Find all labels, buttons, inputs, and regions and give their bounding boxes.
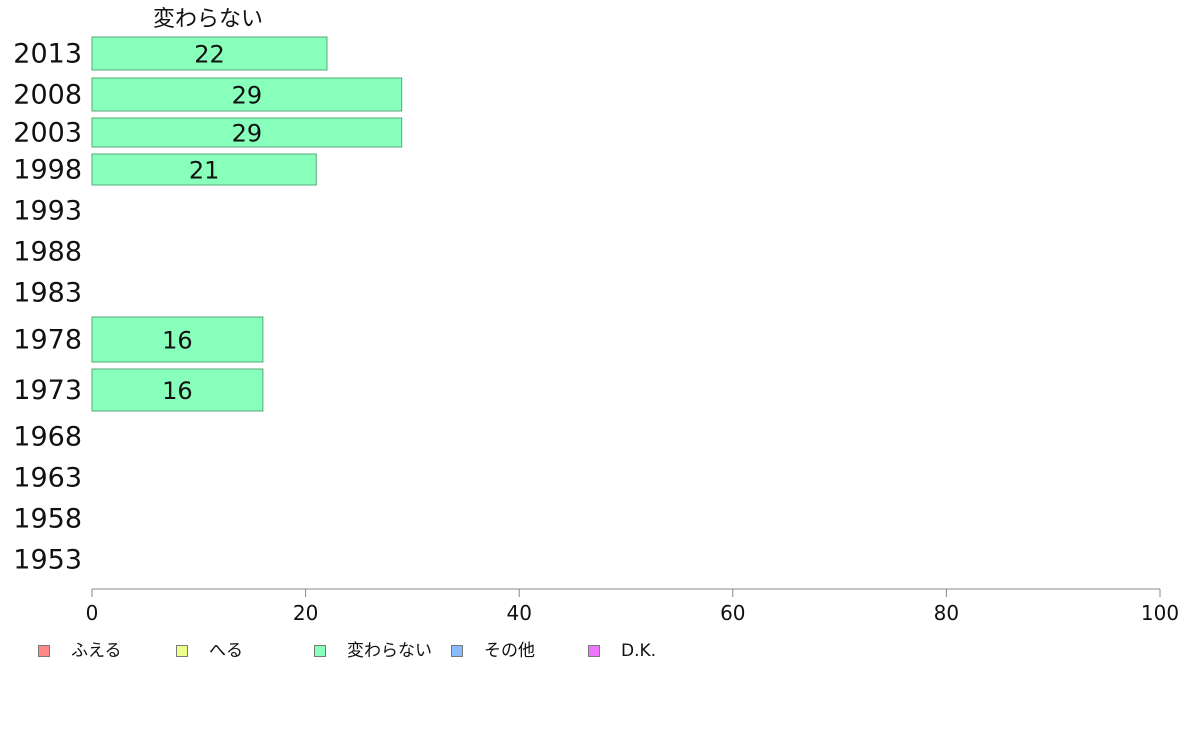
- bar: [91, 117, 403, 148]
- category-label: 1993: [13, 196, 82, 227]
- category-label: 1963: [13, 463, 82, 494]
- category-label: 1983: [13, 278, 82, 309]
- x-tick-label: 100: [1141, 601, 1179, 625]
- x-axis: 0 20 40 60 80 100: [86, 588, 1179, 625]
- category-label: 1978: [13, 325, 82, 356]
- legend-swatch: [38, 645, 50, 657]
- series-header: 変わらない: [153, 7, 263, 32]
- category-label: 1998: [13, 155, 82, 186]
- category-label: 2008: [13, 80, 82, 111]
- bar: [91, 77, 403, 112]
- category-label: 1968: [13, 422, 82, 453]
- legend-swatch: [588, 645, 600, 657]
- chart-rows: 2013 22 2008 29 2003 29 1998 21 1993 1988 1983 1978…: [13, 36, 403, 576]
- x-tick-label: 80: [934, 601, 959, 625]
- category-label: 1958: [13, 504, 82, 535]
- x-tick-label: 0: [86, 601, 99, 625]
- data-label: 29: [232, 120, 263, 148]
- bar: [91, 36, 328, 71]
- category-label: 1973: [13, 375, 82, 406]
- legend-swatch: [314, 645, 326, 657]
- legend-label: その他: [484, 641, 535, 661]
- bar: [91, 316, 264, 363]
- bar-chart: 変わらない 2013 22 2008 29 2003 29 1998 21 1993 1988 19…: [13, 7, 1179, 625]
- x-tick-label: 40: [506, 601, 531, 625]
- legend-swatch: [451, 645, 463, 657]
- data-label: 22: [194, 41, 225, 69]
- bar: [91, 368, 264, 412]
- legend-label: 変わらない: [347, 641, 432, 661]
- category-label: 2013: [13, 39, 82, 70]
- bar: [91, 153, 317, 186]
- data-label: 29: [232, 82, 263, 110]
- legend-label: ふえる: [71, 641, 122, 661]
- data-label: 21: [189, 157, 220, 185]
- legend-label: へる: [209, 641, 243, 661]
- category-label: 2003: [13, 118, 82, 149]
- data-label: 16: [162, 377, 193, 405]
- x-tick-label: 60: [720, 601, 745, 625]
- category-label: 1953: [13, 545, 82, 576]
- x-tick-label: 20: [293, 601, 318, 625]
- category-label: 1988: [13, 237, 82, 268]
- data-label: 16: [162, 327, 193, 355]
- legend-swatch: [176, 645, 188, 657]
- legend-label: D.K.: [621, 641, 657, 661]
